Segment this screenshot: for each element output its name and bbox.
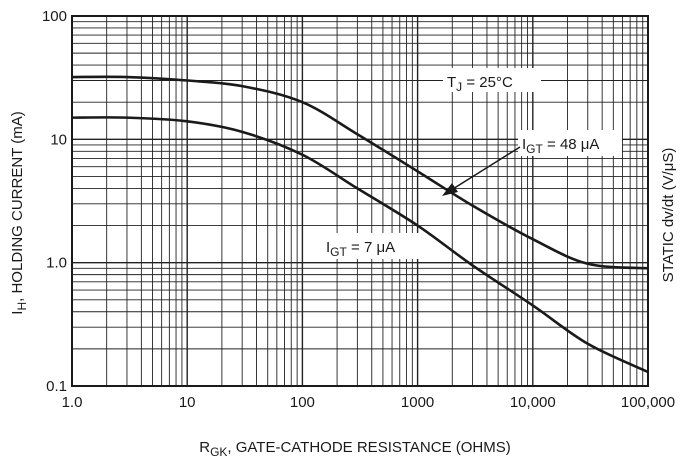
temperature-label: TJ = 25°C bbox=[447, 74, 513, 94]
x-tick-label: 1.0 bbox=[62, 394, 83, 411]
y-tick-label: 100 bbox=[42, 8, 67, 25]
grid-lines bbox=[71, 16, 648, 387]
y-axis-label-main: I bbox=[9, 311, 26, 315]
igt7-label-bg bbox=[322, 233, 420, 259]
igt48-pointer-arrow bbox=[447, 146, 521, 193]
y2-axis-label: STATIC dv/dt (V/μS) bbox=[660, 148, 677, 283]
y-axis-label-rest: , HOLDING CURRENT (mA) bbox=[9, 111, 26, 302]
x-axis-label-rest: , GATE-CATHODE RESISTANCE (OHMS) bbox=[227, 439, 510, 456]
y-tick-label: 0.1 bbox=[46, 378, 67, 395]
igt48-pointer-arrowhead bbox=[442, 183, 458, 196]
x-tick-label: 100 bbox=[290, 394, 315, 411]
x-tick-label: 10,000 bbox=[510, 394, 556, 411]
plot-frame bbox=[71, 15, 649, 387]
igt48-label-bg bbox=[518, 130, 622, 156]
x-axis-label: RGK, GATE-CATHODE RESISTANCE (OHMS) bbox=[199, 439, 511, 459]
series-line-igt7 bbox=[71, 116, 649, 374]
x-tick-label: 10 bbox=[179, 394, 196, 411]
y-axis-label: IH, HOLDING CURRENT (mA) bbox=[9, 111, 29, 314]
igt48-label: IGT = 48 μA bbox=[522, 136, 599, 156]
y-tick-label: 1.0 bbox=[46, 255, 67, 272]
igt7-label: IGT = 7 μA bbox=[326, 239, 395, 259]
x-axis-label-main: R bbox=[199, 439, 210, 456]
x-tick-label: 1000 bbox=[401, 394, 434, 411]
series-lines bbox=[71, 75, 649, 374]
x-axis-label-sub: GK bbox=[210, 445, 227, 459]
temperature-label-bg bbox=[443, 68, 541, 92]
x-tick-label: 100,000 bbox=[621, 394, 675, 411]
series-line-igt48 bbox=[71, 75, 649, 270]
y-tick-label: 10 bbox=[50, 131, 67, 148]
y-axis-label-sub: H bbox=[15, 302, 29, 311]
